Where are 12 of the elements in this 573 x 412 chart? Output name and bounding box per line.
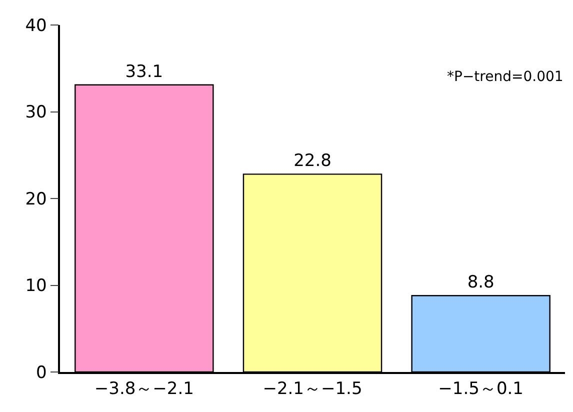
data-label: 33.1: [125, 62, 164, 82]
x-tick-label: −2.1～−1.5: [262, 379, 362, 400]
x-tick-label: −3.8～−2.1: [94, 379, 194, 400]
y-tick-label: 0: [36, 362, 47, 383]
y-tick-label: 40: [25, 16, 47, 36]
x-tick-label: −1.5～0.1: [438, 379, 524, 400]
annotation: *P−trend=0.001: [447, 69, 564, 85]
data-label: 22.8: [294, 151, 332, 172]
y-tick-label: 10: [25, 276, 47, 296]
y-tick-label: 20: [25, 189, 47, 210]
data-label: 8.8: [467, 272, 494, 293]
y-tick-label: 30: [25, 102, 47, 123]
